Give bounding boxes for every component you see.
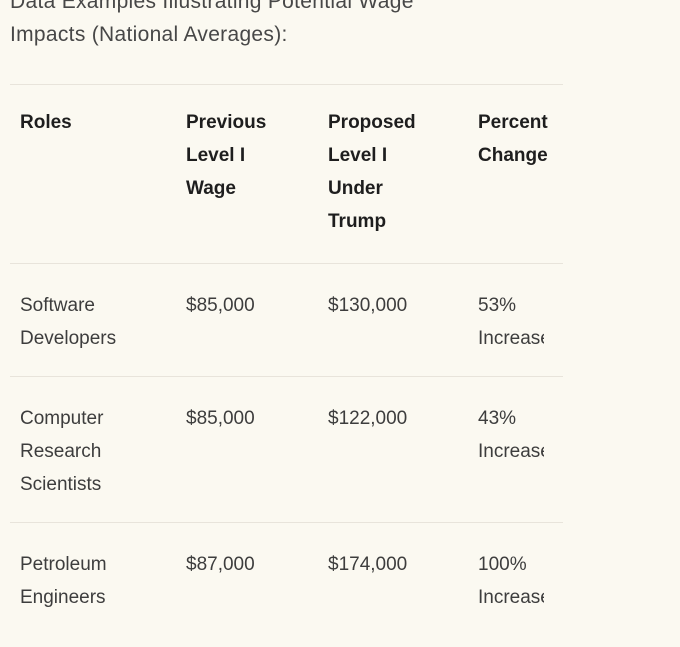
cell-percent-change-value: 53% Increase	[478, 295, 544, 349]
cell-percent-change-value: 43% Increase	[478, 408, 544, 462]
table-row-computer-research-scientists: Computer Research Scientists $85,000 $12…	[10, 376, 563, 523]
cell-previous-wage: $85,000	[176, 376, 318, 523]
column-header-proposed-wage: Proposed Level I Under Trump	[328, 112, 416, 232]
column-header-previous-wage: Previous Level I Wage	[186, 112, 267, 199]
cell-percent-change: 43% Increase	[468, 376, 563, 523]
cell-percent-change-value: 100% Increase	[478, 554, 544, 608]
table-header-row: Roles Previous Level I Wage Proposed Lev…	[10, 85, 563, 264]
wage-table: Roles Previous Level I Wage Proposed Lev…	[10, 84, 563, 635]
cell-percent-change: 100% Increase	[468, 522, 563, 635]
cell-role: Software Developers	[10, 263, 176, 377]
cell-proposed-wage: $130,000	[318, 263, 468, 377]
cell-role: Computer Research Scientists	[10, 376, 176, 523]
cell-percent-change: 53% Increase	[468, 263, 563, 377]
table-row-petroleum-engineers: Petroleum Engineers $87,000 $174,000 100…	[10, 522, 563, 635]
cell-previous-wage: $85,000	[176, 263, 318, 377]
table-row-software-developers: Software Developers $85,000 $130,000 53%…	[10, 263, 563, 377]
column-header-percent-change: Percent Change	[468, 85, 563, 264]
cell-role: Petroleum Engineers	[10, 522, 176, 635]
cell-proposed-wage: $122,000	[318, 376, 468, 523]
column-header-roles: Roles	[20, 112, 72, 133]
section-title-line-1: Data Examples Illustrating Potential Wag…	[10, 0, 414, 13]
cell-proposed-wage: $174,000	[318, 522, 468, 635]
section-title: Data Examples Illustrating Potential Wag…	[10, 0, 680, 51]
wage-table-viewport[interactable]: Roles Previous Level I Wage Proposed Lev…	[10, 84, 563, 635]
column-header-percent-change-label: Percent Change	[478, 112, 548, 166]
cell-previous-wage: $87,000	[176, 522, 318, 635]
section-title-line-2: Impacts (National Averages):	[10, 23, 288, 46]
